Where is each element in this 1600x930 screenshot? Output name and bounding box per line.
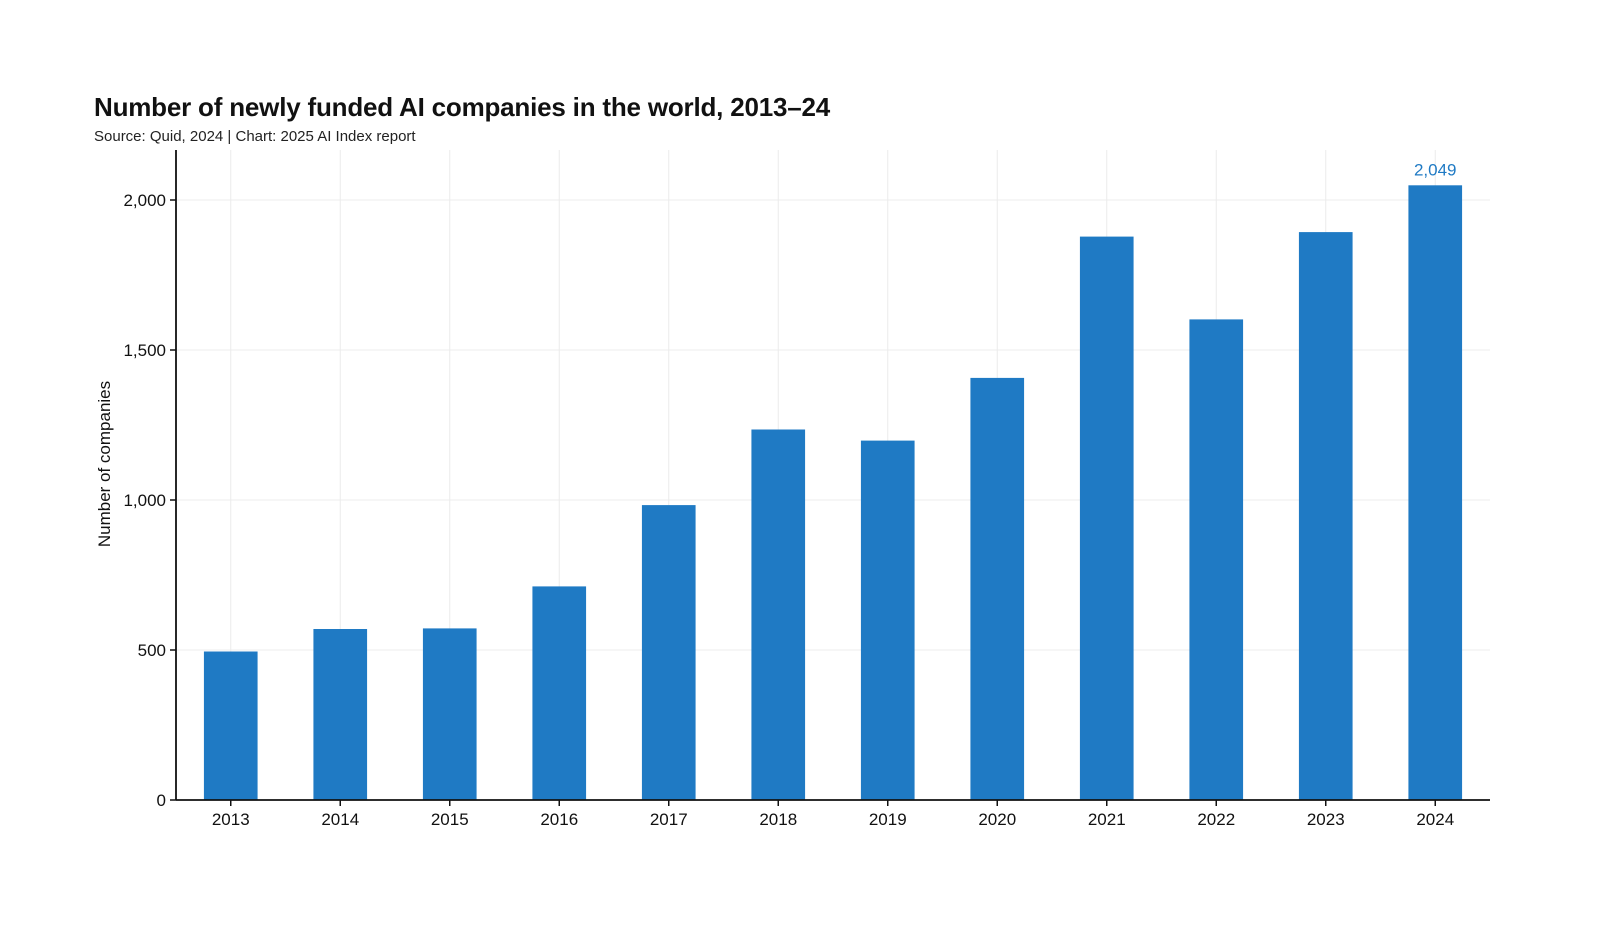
bar-2015 [422,628,477,800]
y-tick-label: 0 [157,791,166,810]
x-tick-label: 2015 [431,810,469,829]
x-tick-label: 2017 [650,810,688,829]
x-tick-label: 2014 [321,810,359,829]
bar-2021 [1079,236,1134,801]
bar-2022 [1189,319,1244,800]
x-tick-label: 2024 [1416,810,1454,829]
bar-2013 [203,651,258,800]
x-tick-label: 2023 [1307,810,1345,829]
x-tick-label: 2013 [212,810,250,829]
axes [175,150,1490,801]
gridlines [176,150,1490,800]
y-tick-label: 1,000 [123,491,166,510]
y-tick-label: 1,500 [123,341,166,360]
y-axis-ticks: 0 500 1,000 1,500 2,000 [123,191,176,810]
bar-2017 [641,505,696,800]
bar-2019 [860,440,915,800]
x-axis-ticks: 2013 2014 2015 2016 2017 2018 2019 2020 2021 2022… [212,800,1454,829]
x-tick-label: 2016 [540,810,578,829]
data-labels: 2,049 [1414,160,1457,179]
y-axis-label: Number of companies [95,381,114,547]
bar-2024 [1408,185,1463,801]
x-tick-label: 2019 [869,810,907,829]
bar-2020 [970,377,1025,800]
data-label-2024: 2,049 [1414,160,1457,179]
chart-title: Number of newly funded AI companies in t… [94,92,831,122]
y-tick-label: 500 [138,641,166,660]
bars-group [203,185,1463,801]
bar-2014 [313,629,368,800]
x-tick-label: 2020 [978,810,1016,829]
y-tick-label: 2,000 [123,191,166,210]
chart-subtitle: Source: Quid, 2024 | Chart: 2025 AI Inde… [94,128,416,145]
x-tick-label: 2021 [1088,810,1126,829]
bar-2023 [1298,232,1353,801]
x-tick-label: 2018 [759,810,797,829]
bar-2016 [532,586,587,800]
x-tick-label: 2022 [1197,810,1235,829]
bar-2018 [751,429,806,800]
